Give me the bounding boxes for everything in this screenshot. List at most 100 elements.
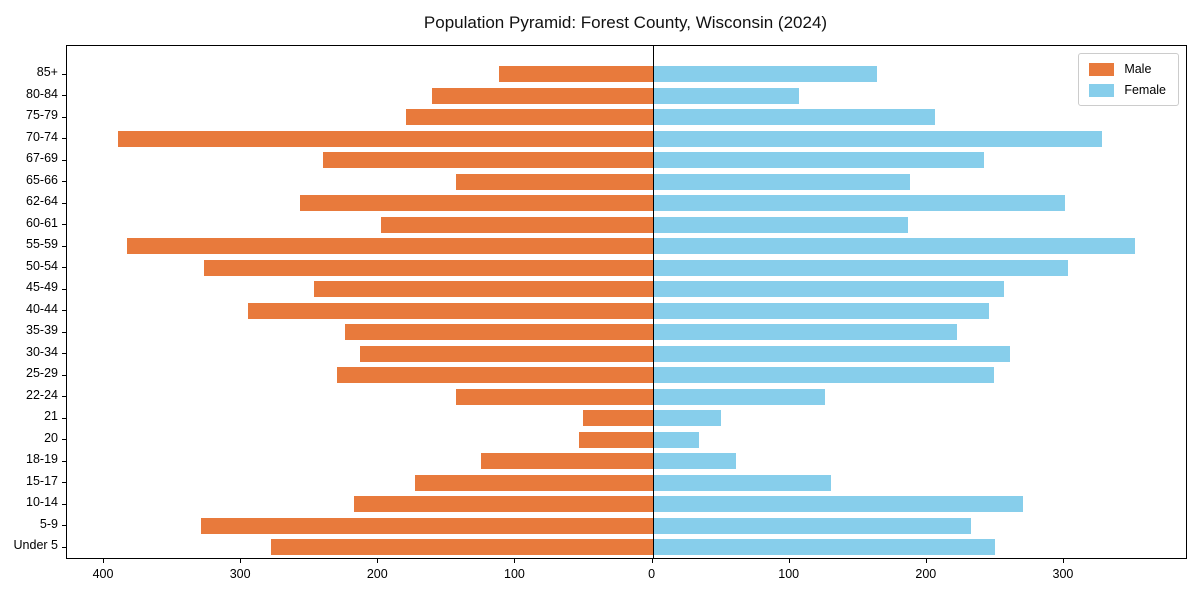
bar-female-80-84 — [652, 87, 800, 104]
y-axis-labels: 85+ 80-84 75-79 70-74 67-69 65-66 62-64 60-61 55… — [0, 45, 58, 557]
x-tick-mark — [240, 559, 242, 563]
bar-female-22-24 — [652, 388, 826, 405]
y-tick-label-75-79: 75-79 — [26, 108, 58, 122]
bar-female-67-69 — [652, 152, 985, 168]
bar-male-21 — [582, 410, 653, 426]
bar-male-65-66 — [456, 173, 653, 190]
bar-female-15-17 — [652, 474, 831, 491]
y-tick-label-40-44: 40-44 — [26, 301, 58, 316]
y-tick-label-21: 21 — [44, 409, 58, 423]
x-tick-label-0-4: 0 — [648, 567, 656, 581]
x-tick-label-200-6: 200 — [915, 567, 937, 581]
bar-male-40-44 — [248, 302, 653, 319]
bar-female-60-61 — [652, 216, 908, 233]
y-tick-mark — [62, 202, 66, 204]
bar-female-45-49 — [652, 281, 1004, 297]
y-tick-label-15-17: 15-17 — [26, 473, 58, 488]
y-tick-label-50-54: 50-54 — [26, 258, 58, 273]
bar-male-45-49 — [313, 281, 653, 297]
y-tick-label-45-49: 45-49 — [26, 280, 58, 294]
y-tick-label-10-14: 10-14 — [26, 495, 58, 509]
x-tick-mark — [1062, 559, 1064, 563]
y-tick-mark — [62, 224, 66, 225]
x-tick-mark — [103, 559, 105, 563]
y-tick-mark — [62, 267, 66, 268]
y-tick-label-30-34: 30-34 — [26, 344, 58, 359]
bar-male-60-61 — [381, 216, 653, 233]
legend-label-female: Female — [1124, 83, 1166, 97]
y-tick-mark — [62, 396, 66, 397]
bar-male-15-17 — [415, 474, 653, 491]
y-tick-mark — [62, 525, 66, 526]
chart-title: Population Pyramid: Forest County, Wisco… — [423, 13, 828, 32]
bar-female-21 — [652, 410, 722, 426]
y-tick-mark — [62, 288, 66, 290]
y-tick-mark — [62, 95, 66, 96]
x-tick-label-100-5: 100 — [778, 567, 800, 581]
y-tick-label-85+: 85+ — [36, 65, 58, 79]
bar-male-55-59 — [127, 238, 653, 254]
legend-entry-female: Female — [1089, 83, 1166, 97]
y-tick-label-60-61: 60-61 — [26, 215, 58, 230]
y-tick-mark — [62, 353, 66, 354]
x-tick-mark — [514, 559, 516, 563]
legend-swatch-female-icon — [1089, 83, 1115, 97]
x-tick-mark — [377, 559, 379, 563]
bar-male-67-69 — [323, 152, 653, 168]
bar-male-25-29 — [337, 367, 653, 383]
bar-male-35-39 — [345, 324, 653, 340]
y-tick-label-67-69: 67-69 — [26, 151, 58, 165]
y-tick-mark — [62, 245, 66, 247]
y-tick-mark — [62, 159, 66, 161]
bar-female-40-44 — [652, 302, 989, 319]
y-tick-label-5-9: 5-9 — [39, 516, 58, 531]
y-tick-mark — [62, 546, 66, 548]
bar-female-50-54 — [652, 259, 1069, 276]
legend-label-male: Male — [1124, 62, 1152, 76]
bar-female-70-74 — [652, 130, 1103, 147]
plot-area: Male Female — [62, 45, 1187, 559]
bar-female-10-14 — [652, 496, 1023, 512]
y-tick-label-65-66: 65-66 — [26, 172, 58, 187]
y-tick-label-18-19: 18-19 — [26, 452, 58, 466]
bar-male-30-34 — [360, 345, 653, 362]
x-tick-mark — [925, 559, 927, 563]
bar-male-70-74 — [117, 130, 653, 147]
y-tick-label-55-59: 55-59 — [26, 237, 58, 251]
y-tick-mark — [62, 331, 66, 333]
x-tick-label-200-2: 200 — [366, 567, 388, 581]
bar-male-85+ — [498, 66, 653, 82]
y-tick-label-70-74: 70-74 — [26, 129, 58, 144]
bar-female-20 — [652, 431, 700, 448]
y-tick-label-22-24: 22-24 — [26, 387, 58, 402]
zero-axis-line — [652, 46, 654, 558]
bar-male-5-9 — [201, 517, 653, 534]
y-tick-mark — [62, 503, 66, 505]
bar-female-62-64 — [652, 195, 1066, 211]
bar-female-30-34 — [652, 345, 1011, 362]
bar-female-35-39 — [652, 324, 957, 340]
x-tick-label-100-3: 100 — [503, 567, 525, 581]
bar-male-75-79 — [405, 109, 653, 125]
y-tick-label-25-29: 25-29 — [26, 366, 58, 380]
y-tick-mark — [62, 374, 66, 376]
y-tick-label-35-39: 35-39 — [26, 323, 58, 337]
bar-female-75-79 — [652, 109, 936, 125]
bar-female-85+ — [652, 66, 878, 82]
y-tick-mark — [62, 460, 66, 462]
bar-male-50-54 — [204, 259, 653, 276]
bar-female-5-9 — [652, 517, 971, 534]
bar-male-10-14 — [353, 496, 653, 512]
y-tick-label-Under 5: Under 5 — [13, 538, 58, 552]
legend-swatch-male-icon — [1089, 62, 1115, 76]
y-tick-mark — [62, 482, 66, 483]
y-tick-mark — [62, 310, 66, 311]
bar-male-80-84 — [431, 87, 653, 104]
x-tick-label-300-1: 300 — [229, 567, 251, 581]
y-tick-mark — [62, 138, 66, 139]
x-tick-mark — [651, 559, 653, 563]
x-tick-label-300-7: 300 — [1052, 567, 1074, 581]
bar-male-62-64 — [300, 195, 653, 211]
bar-female-55-59 — [652, 238, 1136, 254]
